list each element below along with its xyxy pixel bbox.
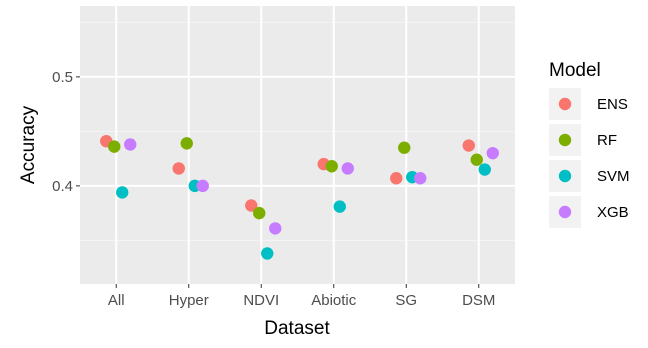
point-svm xyxy=(116,186,129,199)
point-rf xyxy=(108,140,121,153)
y-tick-label: 0.4 xyxy=(52,178,73,195)
minor-gridlines xyxy=(80,21,515,241)
point-rf xyxy=(398,141,411,154)
legend-label: RF xyxy=(597,132,617,149)
x-tick-label: DSM xyxy=(462,292,495,309)
point-ens xyxy=(172,162,185,175)
y-axis-ticks: 0.4 0.5 xyxy=(52,69,80,195)
point-ens xyxy=(462,139,475,152)
legend-key-svm xyxy=(558,169,572,183)
x-axis-title: Dataset xyxy=(264,318,330,339)
x-tick-label: All xyxy=(108,292,125,309)
x-tick-label: NDVI xyxy=(243,292,279,309)
point-rf xyxy=(325,160,338,173)
legend-label: ENS xyxy=(597,96,628,113)
x-axis-ticks: All Hyper NDVI Abiotic SG DSM xyxy=(108,284,495,309)
legend-title: Model xyxy=(549,60,601,81)
point-xgb xyxy=(196,179,209,193)
legend-key-rf xyxy=(558,133,572,147)
data-points xyxy=(100,134,499,260)
x-tick-label: Abiotic xyxy=(311,292,357,309)
point-rf xyxy=(253,206,266,220)
point-ens xyxy=(390,172,403,185)
y-tick-label: 0.5 xyxy=(52,69,73,86)
panel-background xyxy=(80,6,515,284)
point-xgb xyxy=(486,146,499,160)
point-xgb xyxy=(269,222,282,235)
legend: Model ENS RF SVM XGB xyxy=(549,60,630,228)
legend-label: SVM xyxy=(597,168,630,185)
point-xgb xyxy=(124,138,137,151)
point-svm xyxy=(333,200,346,213)
legend-key-xgb xyxy=(558,205,572,219)
point-svm xyxy=(478,163,491,176)
x-tick-label: Hyper xyxy=(169,292,209,309)
point-rf xyxy=(470,153,483,166)
point-ens xyxy=(245,199,258,212)
y-axis-title: Accuracy xyxy=(18,105,39,184)
point-xgb xyxy=(341,162,354,175)
point-svm xyxy=(261,247,274,260)
legend-key-ens xyxy=(558,97,572,111)
x-tick-label: SG xyxy=(395,292,417,309)
point-rf xyxy=(180,137,193,150)
legend-label: XGB xyxy=(597,204,629,221)
point-xgb xyxy=(414,172,427,185)
